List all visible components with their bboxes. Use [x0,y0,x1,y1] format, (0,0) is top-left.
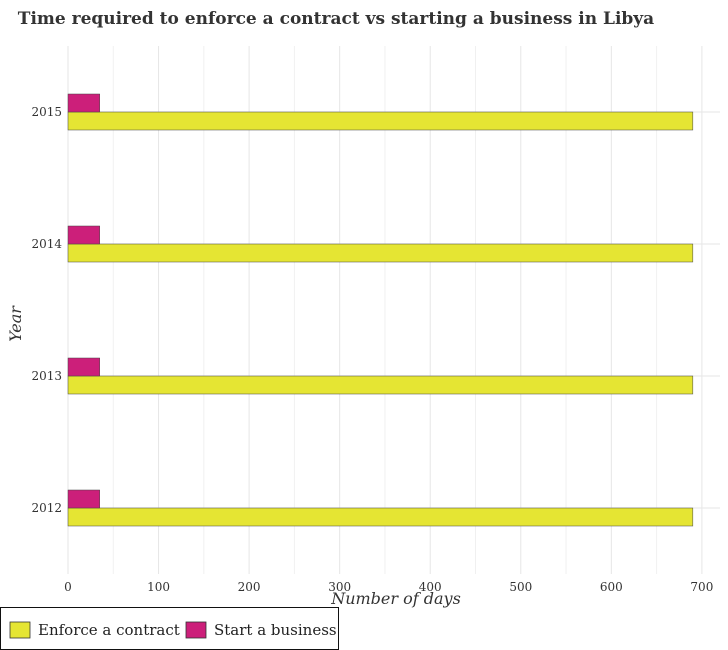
x-tick-label: 700 [690,580,713,594]
bar-enforce-a-contract-2015 [67,111,694,131]
x-tick-label: 400 [419,580,442,594]
bar-start-a-business-2013 [67,357,100,377]
bar-start-a-business-2014 [67,225,100,245]
legend-label-enforce-a-contract: Enforce a contract [38,621,180,639]
legend-label-start-a-business: Start a business [214,621,337,639]
legend-swatch-start-a-business [185,621,207,639]
y-axis-label: Year [6,305,25,342]
bar-enforce-a-contract-2014 [67,243,694,263]
x-tick-label: 500 [509,580,532,594]
y-tick-label: 2013 [31,369,62,383]
bar-start-a-business-2012 [67,489,100,509]
x-tick-label: 0 [64,580,72,594]
y-tick-label: 2012 [31,501,62,515]
bars [67,93,694,527]
bar-enforce-a-contract-2012 [67,507,694,527]
x-tick-label: 600 [600,580,623,594]
y-tick-label: 2015 [31,105,62,119]
y-tick-labels: 2012 2013 2014 2015 [31,105,62,515]
x-axis-label: Number of days [330,589,461,608]
x-tick-label: 300 [328,580,351,594]
bar-start-a-business-2015 [67,93,100,113]
x-tick-label: 100 [147,580,170,594]
y-tick-label: 2014 [31,237,62,251]
bar-enforce-a-contract-2013 [67,375,694,395]
x-tick-label: 200 [238,580,261,594]
chart-title: Time required to enforce a contract vs s… [18,9,654,29]
legend-swatch-enforce-a-contract [9,621,31,639]
legend-box [0,607,339,650]
legend: Enforce a contract Start a business [0,607,339,650]
x-tick-labels: 0 100 200 300 400 500 600 700 [64,580,713,594]
